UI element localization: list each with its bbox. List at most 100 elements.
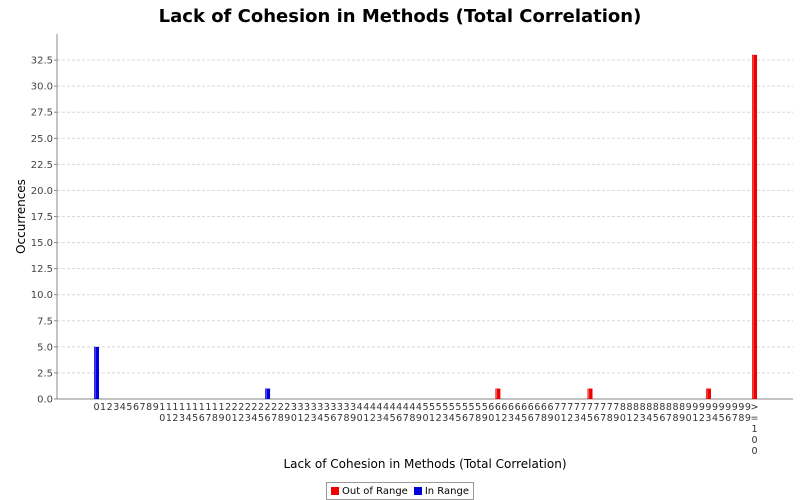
- bar: [752, 54, 757, 399]
- y-tick-label: 30.0: [31, 82, 53, 93]
- bar-highlight: [495, 389, 498, 399]
- x-tick-label: 8: [146, 402, 152, 413]
- y-axis-title: Occurrences: [14, 179, 28, 254]
- bar-highlight: [752, 55, 754, 399]
- x-tick-label: 9: [153, 402, 159, 413]
- y-tick-label: 2.5: [37, 368, 53, 379]
- bar: [495, 388, 501, 399]
- x-tick-label: 3: [113, 402, 119, 413]
- bar-highlight: [265, 389, 267, 399]
- bar: [265, 388, 271, 399]
- bar: [587, 388, 593, 399]
- y-tick-label: 0.0: [37, 395, 53, 406]
- y-tick-label: 15.0: [31, 238, 53, 249]
- x-tick-label: 7: [140, 402, 146, 413]
- y-tick-label: 17.5: [31, 212, 53, 223]
- x-tick-label: 4: [120, 402, 126, 413]
- y-tick-label: 12.5: [31, 264, 53, 275]
- y-tick-label: 7.5: [37, 316, 53, 327]
- y-tick-label: 27.5: [31, 108, 53, 119]
- y-tick-label: 10.0: [31, 290, 53, 301]
- legend-label-out-of-range: Out of Range: [342, 485, 408, 497]
- y-tick-label: 32.5: [31, 56, 53, 67]
- bar: [705, 388, 711, 399]
- y-tick-label: 22.5: [31, 160, 53, 171]
- x-tick-label: 6: [133, 402, 139, 413]
- bar: [94, 346, 99, 399]
- y-tick-label: 25.0: [31, 134, 53, 145]
- y-tick-label: 20.0: [31, 186, 53, 197]
- chart-title: Lack of Cohesion in Methods (Total Corre…: [158, 6, 642, 27]
- legend-swatch-in-range: [413, 487, 422, 495]
- x-tick-label: 1: [100, 402, 106, 413]
